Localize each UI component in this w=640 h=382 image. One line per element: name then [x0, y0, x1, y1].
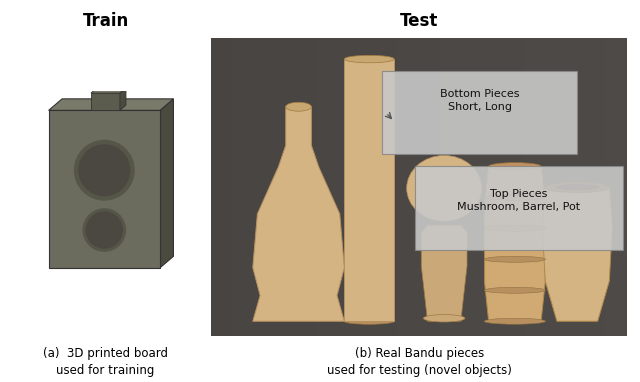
- Polygon shape: [49, 110, 160, 268]
- Polygon shape: [357, 38, 378, 336]
- Polygon shape: [336, 38, 357, 336]
- Ellipse shape: [484, 287, 545, 293]
- Polygon shape: [524, 38, 544, 336]
- Polygon shape: [91, 93, 120, 110]
- FancyBboxPatch shape: [415, 166, 623, 250]
- Text: used for testing (novel objects): used for testing (novel objects): [327, 364, 511, 377]
- Polygon shape: [440, 38, 461, 336]
- Polygon shape: [160, 99, 173, 268]
- Polygon shape: [482, 38, 502, 336]
- Text: (b) Real Bandu pieces: (b) Real Bandu pieces: [355, 347, 484, 360]
- Polygon shape: [294, 38, 316, 336]
- Polygon shape: [542, 187, 612, 321]
- Text: (a)  3D printed board: (a) 3D printed board: [43, 347, 168, 360]
- Polygon shape: [316, 38, 336, 336]
- Text: Top Pieces
Mushroom, Barrel, Pot: Top Pieces Mushroom, Barrel, Pot: [458, 189, 580, 212]
- Polygon shape: [211, 38, 627, 336]
- Ellipse shape: [484, 256, 545, 262]
- Polygon shape: [232, 38, 253, 336]
- Polygon shape: [398, 38, 419, 336]
- Ellipse shape: [489, 163, 541, 170]
- Polygon shape: [253, 38, 274, 336]
- Polygon shape: [253, 107, 344, 321]
- Polygon shape: [586, 38, 607, 336]
- Polygon shape: [274, 38, 294, 336]
- Polygon shape: [502, 38, 524, 336]
- Polygon shape: [607, 38, 627, 336]
- Polygon shape: [419, 38, 440, 336]
- Polygon shape: [120, 88, 126, 110]
- Polygon shape: [484, 166, 545, 321]
- Ellipse shape: [424, 314, 465, 322]
- Ellipse shape: [285, 102, 312, 111]
- Text: Train: Train: [83, 12, 129, 30]
- FancyBboxPatch shape: [381, 71, 577, 154]
- Polygon shape: [49, 99, 173, 110]
- Circle shape: [83, 209, 125, 251]
- Ellipse shape: [407, 155, 482, 221]
- Ellipse shape: [545, 182, 609, 193]
- Ellipse shape: [484, 194, 545, 200]
- Circle shape: [74, 141, 134, 200]
- Text: Test: Test: [400, 12, 438, 30]
- Ellipse shape: [484, 318, 545, 324]
- Polygon shape: [378, 38, 398, 336]
- Ellipse shape: [484, 225, 545, 231]
- Ellipse shape: [344, 318, 394, 324]
- Ellipse shape: [344, 55, 394, 63]
- Polygon shape: [421, 225, 467, 321]
- Circle shape: [86, 212, 122, 248]
- Polygon shape: [564, 38, 586, 336]
- Ellipse shape: [556, 184, 599, 191]
- Polygon shape: [91, 88, 126, 93]
- Circle shape: [79, 145, 130, 196]
- Text: Bottom Pieces
Short, Long: Bottom Pieces Short, Long: [440, 89, 519, 112]
- Polygon shape: [544, 38, 564, 336]
- Polygon shape: [344, 59, 394, 321]
- Polygon shape: [211, 38, 232, 336]
- Polygon shape: [461, 38, 482, 336]
- Text: used for training: used for training: [56, 364, 155, 377]
